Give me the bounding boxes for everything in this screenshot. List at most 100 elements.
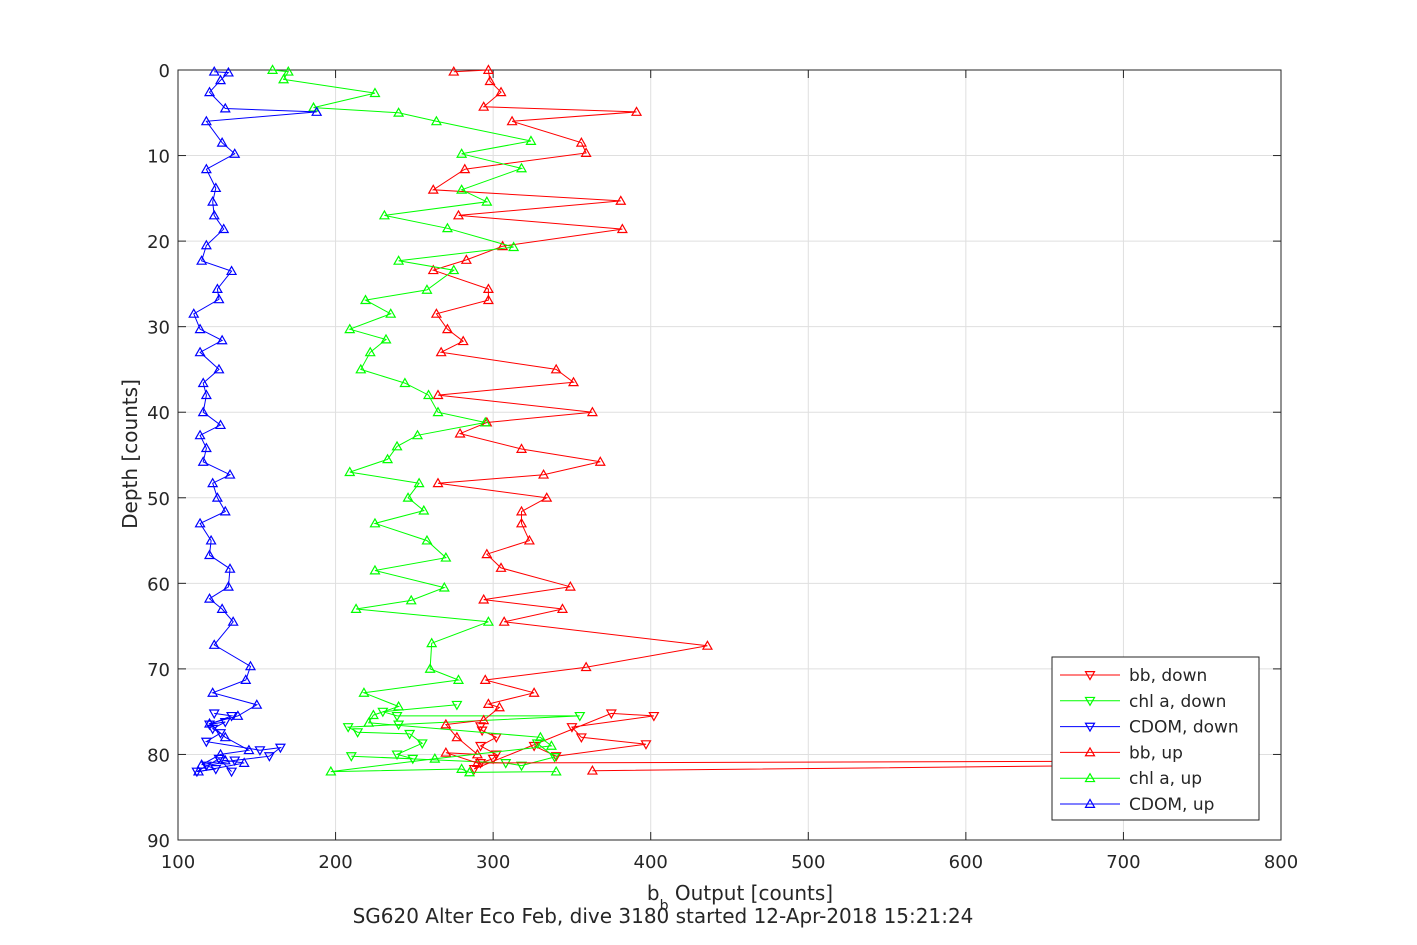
data-point-chl-a-up xyxy=(413,477,425,488)
data-point-bb-up xyxy=(495,562,507,572)
legend-item-cdom-up: CDOM, up xyxy=(1060,795,1214,815)
x-axis-label-main: b xyxy=(647,881,660,905)
data-point-chl-a-up xyxy=(448,264,460,275)
data-point-chl-a-up xyxy=(430,115,442,126)
data-point-bb-up xyxy=(454,427,466,438)
data-point-chl-a-up xyxy=(440,551,452,562)
data-point-cdom-down xyxy=(215,729,227,739)
data-point-chl-a-up xyxy=(369,517,381,528)
data-point-bb-up xyxy=(567,376,580,387)
data-point-cdom-up xyxy=(208,209,220,220)
x-axis-label-subscript: b xyxy=(660,898,669,914)
data-point-cdom-up xyxy=(219,754,231,765)
data-point-bb-up xyxy=(564,581,576,591)
data-point-bb-down xyxy=(468,765,480,775)
data-point-chl-a-up xyxy=(545,740,557,750)
data-point-bb-down xyxy=(475,741,487,752)
data-point-chl-a-up xyxy=(307,101,320,112)
data-point-chl-a-up xyxy=(432,406,444,417)
data-point-cdom-up xyxy=(203,549,216,560)
data-point-chl-a-up xyxy=(399,377,411,388)
legend-item-cdom-down: CDOM, down xyxy=(1060,718,1239,738)
data-point-cdom-up xyxy=(207,196,219,206)
y-tick-label: 30 xyxy=(147,318,170,339)
data-point-cdom-up xyxy=(238,757,250,767)
data-point-cdom-up xyxy=(208,66,220,76)
data-point-bb-up xyxy=(484,75,496,86)
data-point-bb-up xyxy=(495,86,507,97)
data-point-chl-a-up xyxy=(267,64,279,74)
data-point-bb-up xyxy=(427,184,439,194)
data-point-bb-up xyxy=(498,616,510,626)
data-point-cdom-up xyxy=(194,346,206,357)
data-point-cdom-up xyxy=(207,687,219,697)
data-point-bb-up xyxy=(441,323,453,334)
data-point-bb-up xyxy=(515,505,528,516)
data-point-chl-a-down xyxy=(416,739,428,750)
data-point-cdom-up xyxy=(200,163,212,174)
data-point-cdom-down xyxy=(263,752,275,762)
data-point-cdom-up xyxy=(224,468,236,479)
data-point-bb-up xyxy=(478,593,490,604)
data-point-bb-up xyxy=(481,548,493,559)
data-point-chl-a-down xyxy=(391,750,403,761)
data-point-chl-a-up xyxy=(391,440,403,451)
data-point-chl-a-up xyxy=(359,294,372,305)
data-point-bb-up xyxy=(482,283,494,293)
data-point-cdom-down xyxy=(210,765,222,775)
data-point-chl-a-up xyxy=(525,135,537,145)
data-point-bb-up xyxy=(479,674,491,684)
axis-ticks: 100 200 300 400 500 600 700 800 0 10 20 30 40 50 60 70 8… xyxy=(147,61,1298,873)
data-point-bb-up xyxy=(432,477,444,488)
data-point-chl-a-up xyxy=(350,603,362,613)
data-point-cdom-up xyxy=(197,406,209,417)
data-point-chl-a-down xyxy=(531,739,543,750)
data-point-bb-up xyxy=(471,757,483,767)
series-bb-down xyxy=(468,709,660,775)
data-point-cdom-up xyxy=(216,137,228,147)
data-point-cdom-up xyxy=(232,710,244,720)
legend: bb, down chl a, down CDOM, down bb, up chl a… xyxy=(1051,656,1260,821)
data-point-chl-a-up xyxy=(282,66,294,76)
data-point-bb-up xyxy=(701,640,713,650)
data-point-cdom-up xyxy=(224,563,236,573)
x-tick-label: 400 xyxy=(634,852,668,873)
data-point-cdom-up xyxy=(213,363,225,374)
data-point-cdom-up xyxy=(194,429,206,440)
data-point-chl-a-up xyxy=(393,255,405,265)
data-point-chl-a-down xyxy=(574,711,586,722)
data-point-cdom-up xyxy=(218,223,230,234)
data-point-cdom-up xyxy=(208,639,220,649)
data-point-bb-down xyxy=(475,759,487,769)
data-point-cdom-up xyxy=(197,456,209,466)
data-point-cdom-down xyxy=(254,746,266,756)
data-point-chl-a-up xyxy=(438,581,450,592)
data-point-cdom-down xyxy=(226,767,238,778)
data-point-cdom-up xyxy=(219,102,231,113)
legend-marker xyxy=(1084,722,1096,733)
data-point-bb-up xyxy=(497,240,509,251)
series-layer xyxy=(188,64,1104,778)
legend-label: bb, down xyxy=(1129,666,1207,686)
data-point-cdom-up xyxy=(222,581,234,591)
data-point-chl-a-up xyxy=(378,209,390,220)
data-point-chl-a-up xyxy=(508,241,520,252)
legend-item-bb-down: bb, down xyxy=(1060,666,1207,686)
data-point-bb-up xyxy=(493,701,505,712)
data-point-chl-a-down xyxy=(404,729,416,740)
data-point-chl-a-up xyxy=(393,107,405,117)
data-point-cdom-up xyxy=(205,534,217,545)
data-point-cdom-up xyxy=(251,699,263,709)
data-point-bb-up xyxy=(435,346,447,357)
data-point-bb-up xyxy=(594,456,606,466)
data-point-cdom-up xyxy=(200,239,212,250)
data-point-bb-up xyxy=(523,534,535,545)
data-point-bb-up xyxy=(451,731,463,742)
data-point-cdom-up xyxy=(215,74,227,85)
data-point-bb-up xyxy=(452,209,465,220)
data-point-chl-a-up xyxy=(344,466,356,477)
data-point-cdom-up xyxy=(227,616,239,626)
data-point-chl-a-up xyxy=(452,674,465,684)
data-point-cdom-up xyxy=(243,744,255,755)
y-tick-label: 40 xyxy=(147,403,170,424)
